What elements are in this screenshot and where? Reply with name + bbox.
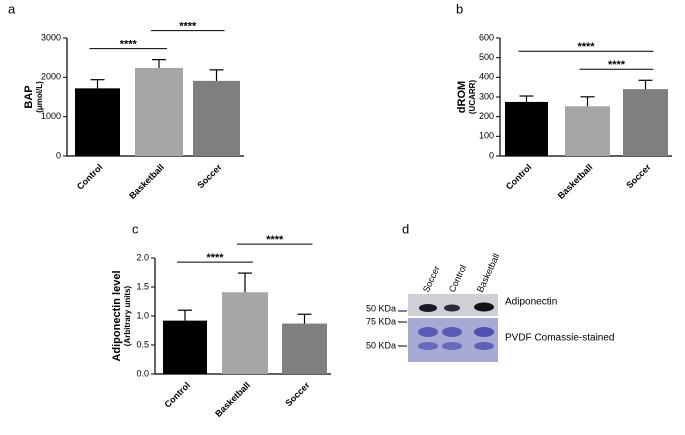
- y-tick-label: 400: [479, 72, 494, 82]
- x-tick-label: Control: [75, 162, 105, 192]
- y-tick-label: 1.0: [136, 310, 149, 320]
- y-tick-label: 200: [479, 111, 494, 121]
- bar: [505, 101, 548, 156]
- y-tick-label: 1000: [41, 111, 61, 121]
- bar: [222, 292, 268, 374]
- bar: [163, 320, 207, 374]
- marker-label: 50 KDa: [366, 303, 396, 313]
- significance-label: ****: [179, 21, 197, 33]
- x-tick-label: Basketball: [213, 380, 252, 419]
- marker-label: 75 KDa: [366, 316, 396, 326]
- panel-label: d: [402, 221, 409, 236]
- band-label: PVDF Comassie-stained: [505, 333, 614, 344]
- panel-label: b: [456, 1, 463, 16]
- y-tick-label: 0: [489, 150, 494, 160]
- band: [442, 327, 462, 337]
- band: [442, 342, 462, 350]
- marker-label: 50 KDa: [366, 340, 396, 350]
- bar: [75, 88, 120, 156]
- bar: [135, 67, 183, 156]
- lane-label: Soccer: [421, 264, 442, 294]
- y-tick-label: 1.5: [136, 281, 149, 291]
- bar: [565, 106, 610, 156]
- x-tick-label: Control: [162, 380, 192, 410]
- lane-label: Basketball: [475, 252, 502, 294]
- band: [418, 327, 438, 337]
- y-tick-label: 0.5: [136, 339, 149, 349]
- blot-strip: [408, 294, 472, 316]
- x-tick-label: Control: [504, 162, 534, 192]
- y-tick-label: 2000: [41, 72, 61, 82]
- panel-label: a: [8, 1, 16, 16]
- x-tick-label: Soccer: [624, 162, 653, 191]
- membrane: [408, 318, 472, 362]
- bar: [282, 323, 327, 374]
- bar: [193, 80, 240, 156]
- membrane: [470, 318, 498, 362]
- lane-label: Control: [447, 263, 468, 294]
- y-axis-sublabel: (Arbitrary units): [123, 285, 132, 346]
- significance-label: ****: [120, 39, 138, 51]
- significance-label: ****: [266, 234, 284, 246]
- y-tick-label: 100: [479, 131, 494, 141]
- y-axis-sublabel: (UCARR): [468, 80, 477, 115]
- y-tick-label: 600: [479, 32, 494, 42]
- blot-image: [398, 294, 498, 362]
- band: [474, 342, 494, 350]
- band: [419, 304, 437, 312]
- significance-label: ****: [577, 41, 595, 53]
- significance-label: ****: [206, 252, 224, 264]
- band: [474, 327, 494, 337]
- y-axis-sublabel: (μmol/L): [35, 81, 44, 113]
- significance-label: ****: [608, 59, 626, 71]
- y-tick-label: 3000: [41, 32, 61, 42]
- y-axis-label: dROM: [456, 81, 468, 113]
- panel-label: c: [132, 221, 139, 236]
- band: [418, 342, 438, 350]
- x-tick-label: Basketball: [127, 162, 166, 201]
- y-tick-label: 500: [479, 52, 494, 62]
- y-tick-label: 300: [479, 91, 494, 101]
- bar: [623, 89, 668, 156]
- x-tick-label: Basketball: [556, 162, 595, 201]
- y-tick-label: 0.0: [136, 368, 149, 378]
- band: [474, 302, 494, 312]
- x-tick-label: Soccer: [283, 380, 312, 409]
- y-axis-label: Adiponectin level: [111, 270, 123, 361]
- y-tick-label: 2.0: [136, 252, 149, 262]
- band: [444, 304, 460, 312]
- y-axis-label: BAP: [23, 85, 35, 108]
- y-tick-label: 0: [56, 150, 61, 160]
- x-tick-label: Soccer: [195, 162, 224, 191]
- band-label: Adiponectin: [505, 297, 557, 308]
